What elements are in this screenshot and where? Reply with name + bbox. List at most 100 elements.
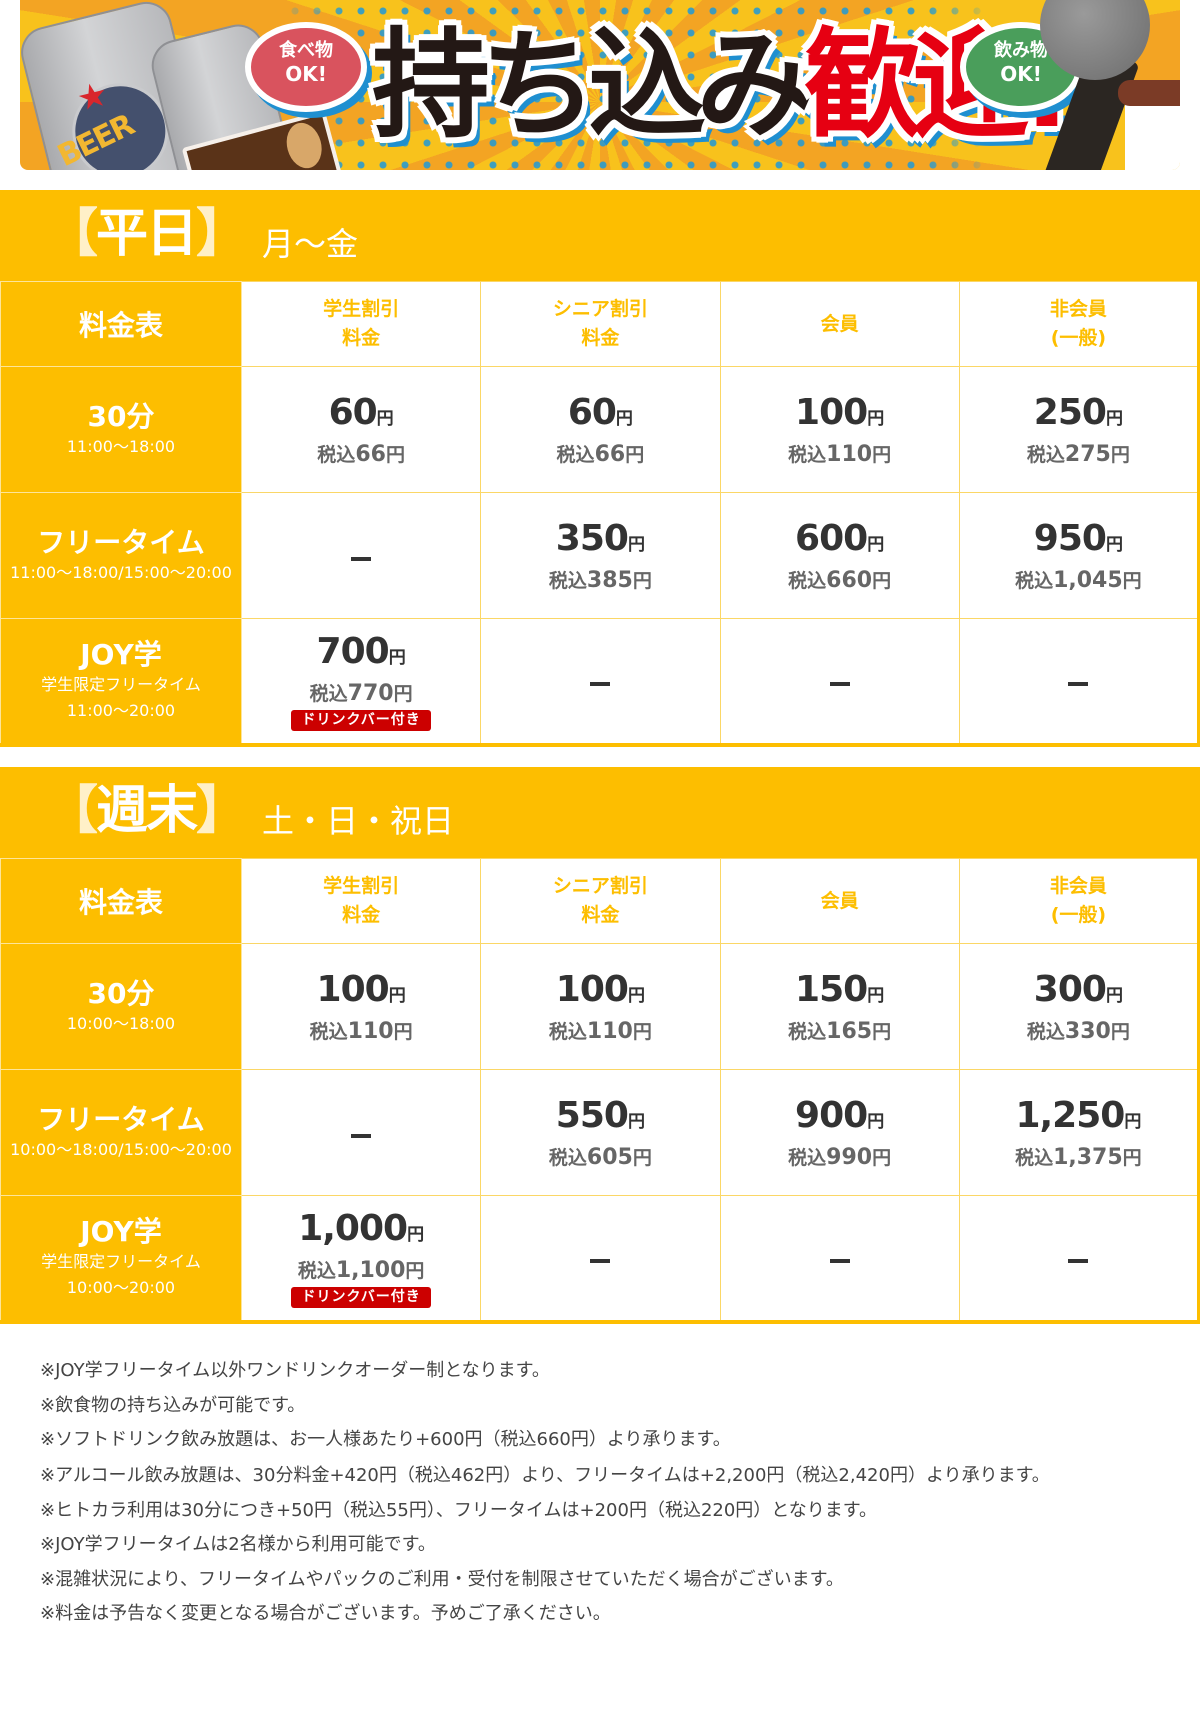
tax-label: 税込 bbox=[788, 569, 827, 592]
yen-unit: 円 bbox=[1122, 569, 1142, 592]
yen-unit: 円 bbox=[1110, 443, 1130, 466]
price: 100円 bbox=[721, 391, 959, 441]
yen-unit: 円 bbox=[388, 648, 406, 669]
tax-label: 税込 bbox=[1026, 443, 1065, 466]
price: 60円 bbox=[242, 391, 480, 441]
price-cell: 300円 税込330円 bbox=[958, 943, 1200, 1070]
price: 300円 bbox=[960, 968, 1197, 1018]
yen-unit: 円 bbox=[627, 1111, 645, 1132]
tax-value: 990 bbox=[826, 1144, 873, 1170]
row-description: 学生限定フリータイム bbox=[41, 674, 201, 694]
yen-unit: 円 bbox=[632, 1020, 652, 1043]
col-line2: 料金 bbox=[342, 327, 381, 349]
row-header: JOY学 学生限定フリータイム 11:00〜20:00 bbox=[0, 618, 242, 745]
price-cell: 600円 税込660円 bbox=[719, 492, 960, 619]
row-name: 30分 bbox=[87, 399, 155, 433]
tax-value: 110 bbox=[347, 1018, 394, 1044]
table-row-30min: 30分 11:00〜18:00 60円 税込66円 60円 税込66円 100円 税込1… bbox=[0, 366, 1200, 493]
weekday-title: 【平日】 bbox=[46, 204, 248, 264]
price-cell: 700円 税込770円 ドリンクバー付き bbox=[240, 618, 482, 745]
table-row-joy-gaku: JOY学 学生限定フリータイム 11:00〜20:00 700円 税込770円 ドリンク… bbox=[0, 618, 1200, 745]
corner-label: 料金表 bbox=[78, 309, 163, 342]
dash-icon bbox=[351, 557, 372, 561]
tax-included-price: 税込770円 bbox=[242, 680, 480, 708]
dash-icon bbox=[1068, 1259, 1089, 1264]
price-cell-unavailable bbox=[958, 1195, 1200, 1322]
yen-unit: 円 bbox=[615, 408, 633, 429]
tax-included-price: 税込66円 bbox=[242, 441, 480, 469]
column-header-member: 会員 bbox=[719, 281, 960, 367]
price-cell-unavailable bbox=[719, 618, 960, 745]
tax-label: 税込 bbox=[1015, 569, 1054, 592]
price-cell: 100円 税込110円 bbox=[240, 943, 482, 1070]
tax-label: 税込 bbox=[309, 1020, 348, 1043]
price-cell: 900円 税込990円 bbox=[719, 1069, 960, 1196]
price-cell: 100円 税込110円 bbox=[719, 366, 960, 493]
tax-included-price: 税込385円 bbox=[481, 567, 719, 595]
tax-included-price: 税込110円 bbox=[481, 1018, 719, 1046]
price-cell-unavailable bbox=[719, 1195, 960, 1322]
yen-unit: 円 bbox=[1110, 1020, 1130, 1043]
price-value: 150 bbox=[795, 968, 868, 1010]
price-cell: 350円 税込385円 bbox=[480, 492, 721, 619]
tax-value: 1,100 bbox=[335, 1258, 406, 1284]
price: 900円 bbox=[721, 1094, 959, 1144]
food-bubble-line1: 食べ物 bbox=[279, 40, 333, 61]
tax-value: 1,375 bbox=[1053, 1144, 1123, 1170]
tax-value: 605 bbox=[586, 1144, 633, 1170]
price-value: 550 bbox=[555, 1094, 629, 1136]
price-cell: 60円 税込66円 bbox=[240, 366, 482, 493]
tax-label: 税込 bbox=[788, 443, 827, 466]
bracket-close: 】 bbox=[196, 781, 248, 841]
yen-unit: 円 bbox=[872, 569, 892, 592]
yen-unit: 円 bbox=[1122, 1146, 1142, 1169]
row-hours: 10:00〜18:00/15:00〜20:00 bbox=[10, 1139, 232, 1159]
column-header-senior: シニア割引 料金 bbox=[480, 858, 721, 944]
col-line1: 会員 bbox=[820, 889, 859, 912]
promo-banner: ★ BEER 食べ物 OK! 持ち込み歓迎! 飲み物 OK! bbox=[20, 0, 1180, 170]
tax-value: 66 bbox=[355, 441, 386, 467]
price-value: 350 bbox=[555, 517, 629, 559]
tax-value: 110 bbox=[826, 441, 873, 467]
tax-value: 66 bbox=[594, 441, 626, 467]
row-name: JOY学 bbox=[80, 1214, 162, 1248]
dash-icon bbox=[590, 1259, 611, 1264]
bracket-open: 【 bbox=[46, 781, 98, 841]
tax-value: 660 bbox=[826, 567, 873, 593]
price: 600円 bbox=[721, 517, 959, 567]
row-hours: 11:00〜20:00 bbox=[66, 700, 176, 720]
price-cell-unavailable bbox=[958, 618, 1200, 745]
tax-included-price: 税込165円 bbox=[721, 1018, 959, 1046]
price-cell: 250円 税込275円 bbox=[958, 366, 1200, 493]
yen-unit: 円 bbox=[872, 443, 892, 466]
tax-label: 税込 bbox=[788, 1146, 827, 1169]
col-line2: (一般) bbox=[1050, 327, 1107, 349]
column-header-non-member: 非会員 (一般) bbox=[958, 858, 1200, 944]
row-header: フリータイム 11:00〜18:00/15:00〜20:00 bbox=[0, 492, 242, 619]
column-header-senior: シニア割引 料金 bbox=[480, 281, 721, 367]
table-header-row: 料金表 学生割引 料金 シニア割引 料金 会員 非会員 (一般) bbox=[0, 281, 1200, 367]
yen-unit: 円 bbox=[872, 1020, 892, 1043]
price-cell: 950円 税込1,045円 bbox=[958, 492, 1200, 619]
tax-included-price: 税込330円 bbox=[960, 1018, 1197, 1046]
yen-unit: 円 bbox=[405, 1260, 425, 1283]
row-header: フリータイム 10:00〜18:00/15:00〜20:00 bbox=[0, 1069, 242, 1196]
yen-unit: 円 bbox=[627, 985, 645, 1006]
yen-unit: 円 bbox=[1105, 985, 1123, 1006]
price-cell: 550円 税込605円 bbox=[480, 1069, 721, 1196]
yen-unit: 円 bbox=[867, 985, 885, 1006]
table-row-free-time: フリータイム 11:00〜18:00/15:00〜20:00 350円 税込385円… bbox=[0, 492, 1200, 619]
banner-title-part1: 持ち込み bbox=[372, 16, 814, 154]
price-cell: 1,000円 税込1,100円 ドリンクバー付き bbox=[240, 1195, 482, 1322]
weekend-title-text: 週末 bbox=[96, 781, 198, 841]
price-value: 700 bbox=[316, 631, 390, 673]
corner-cell: 料金表 bbox=[0, 281, 242, 367]
tax-label: 税込 bbox=[788, 1020, 827, 1043]
price: 100円 bbox=[481, 968, 719, 1018]
col-line2: 料金 bbox=[581, 327, 620, 349]
yen-unit: 円 bbox=[632, 569, 652, 592]
price: 1,250円 bbox=[960, 1094, 1197, 1144]
price-cell: 100円 税込110円 bbox=[480, 943, 721, 1070]
weekday-header: 【平日】 月〜金 bbox=[0, 190, 1200, 281]
tax-label: 税込 bbox=[548, 1146, 587, 1169]
